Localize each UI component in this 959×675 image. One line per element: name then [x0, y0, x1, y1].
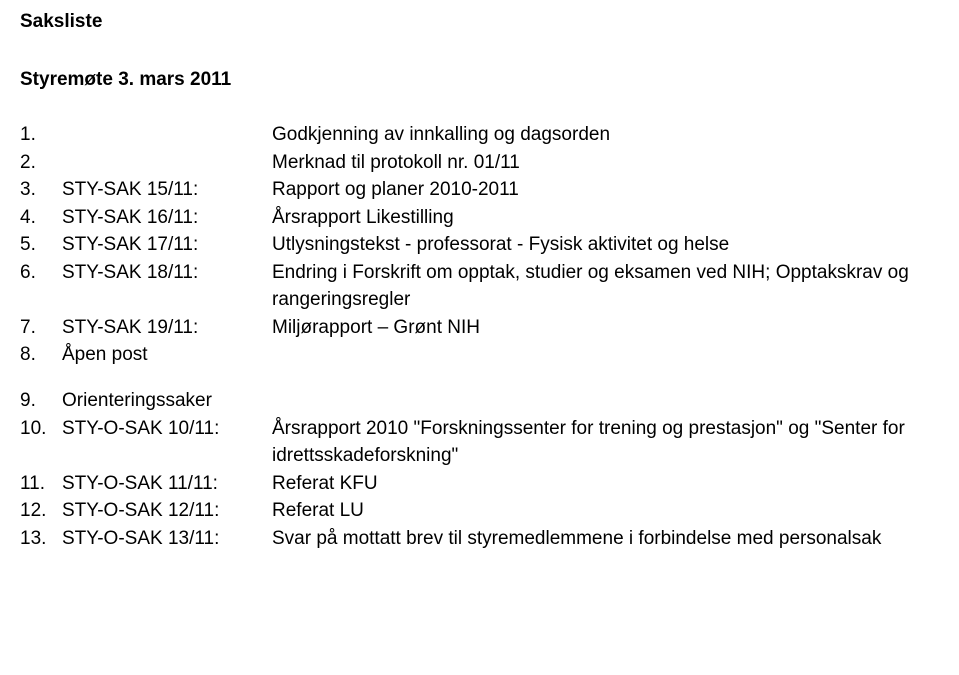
agenda-item: 8. Åpen post	[20, 341, 939, 369]
item-desc: Årsrapport 2010 "Forskningssenter for tr…	[272, 415, 939, 470]
item-label: STY-O-SAK 11/11:	[62, 470, 272, 498]
item-label: Orienteringssaker	[62, 387, 272, 415]
item-number: 13.	[20, 525, 62, 553]
agenda-item: 4. STY-SAK 16/11: Årsrapport Likestillin…	[20, 204, 939, 232]
item-number: 8.	[20, 341, 62, 369]
item-desc: Svar på mottatt brev til styremedlemmene…	[272, 525, 939, 553]
agenda-item: 2. Merknad til protokoll nr. 01/11	[20, 149, 939, 177]
item-label: STY-SAK 17/11:	[62, 231, 272, 259]
agenda-list-1: 1. Godkjenning av innkalling og dagsorde…	[20, 121, 939, 369]
item-number: 5.	[20, 231, 62, 259]
item-desc: Endring i Forskrift om opptak, studier o…	[272, 259, 939, 314]
item-number: 1.	[20, 121, 62, 149]
item-number: 9.	[20, 387, 62, 415]
agenda-item: 6. STY-SAK 18/11: Endring i Forskrift om…	[20, 259, 939, 314]
item-label: STY-O-SAK 10/11:	[62, 415, 272, 443]
item-number: 10.	[20, 415, 62, 443]
item-desc: Utlysningstekst - professorat - Fysisk a…	[272, 231, 939, 259]
item-number: 3.	[20, 176, 62, 204]
item-number: 12.	[20, 497, 62, 525]
item-number: 7.	[20, 314, 62, 342]
agenda-item: 1. Godkjenning av innkalling og dagsorde…	[20, 121, 939, 149]
item-desc: Miljørapport – Grønt NIH	[272, 314, 939, 342]
item-desc: Årsrapport Likestilling	[272, 204, 939, 232]
agenda-item: 12. STY-O-SAK 12/11: Referat LU	[20, 497, 939, 525]
item-label: STY-O-SAK 12/11:	[62, 497, 272, 525]
section-spacer	[20, 369, 939, 387]
item-label: STY-O-SAK 13/11:	[62, 525, 272, 553]
item-label: STY-SAK 19/11:	[62, 314, 272, 342]
item-desc: Merknad til protokoll nr. 01/11	[272, 149, 939, 177]
item-label: STY-SAK 15/11:	[62, 176, 272, 204]
agenda-item: 11. STY-O-SAK 11/11: Referat KFU	[20, 470, 939, 498]
item-desc: Referat LU	[272, 497, 939, 525]
agenda-item: 13. STY-O-SAK 13/11: Svar på mottatt bre…	[20, 525, 939, 553]
item-number: 4.	[20, 204, 62, 232]
page-subtitle: Styremøte 3. mars 2011	[20, 66, 939, 94]
item-number: 6.	[20, 259, 62, 287]
item-label: STY-SAK 18/11:	[62, 259, 272, 287]
agenda-item: 7. STY-SAK 19/11: Miljørapport – Grønt N…	[20, 314, 939, 342]
document-page: Saksliste Styremøte 3. mars 2011 1. Godk…	[0, 0, 959, 572]
item-desc: Godkjenning av innkalling og dagsorden	[272, 121, 939, 149]
agenda-item: 3. STY-SAK 15/11: Rapport og planer 2010…	[20, 176, 939, 204]
agenda-item: 9. Orienteringssaker	[20, 387, 939, 415]
agenda-list-2: 9. Orienteringssaker 10. STY-O-SAK 10/11…	[20, 387, 939, 552]
item-label: STY-SAK 16/11:	[62, 204, 272, 232]
item-desc: Referat KFU	[272, 470, 939, 498]
item-label: Åpen post	[62, 341, 272, 369]
agenda-item: 5. STY-SAK 17/11: Utlysningstekst - prof…	[20, 231, 939, 259]
page-title: Saksliste	[20, 8, 939, 36]
item-number: 2.	[20, 149, 62, 177]
item-number: 11.	[20, 470, 62, 498]
agenda-item: 10. STY-O-SAK 10/11: Årsrapport 2010 "Fo…	[20, 415, 939, 470]
item-desc: Rapport og planer 2010-2011	[272, 176, 939, 204]
